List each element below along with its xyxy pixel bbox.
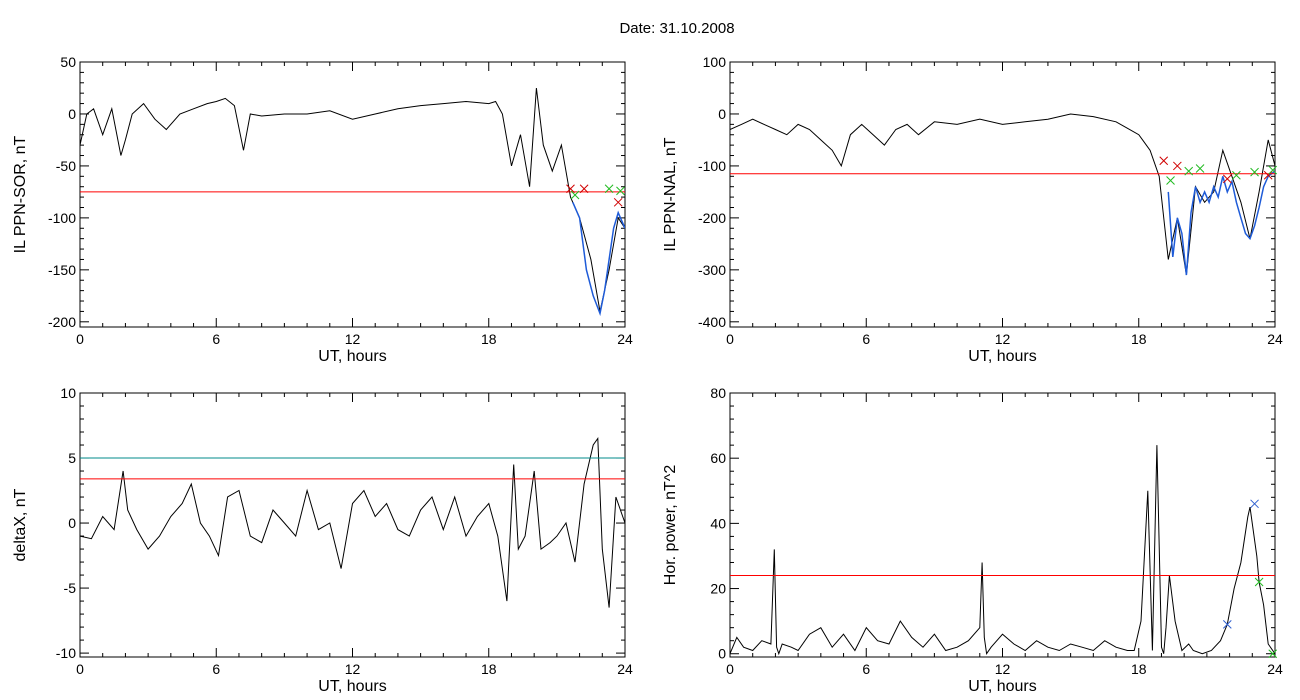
marker-green — [570, 190, 580, 200]
y-axis-label: IL PPN-SOR, nT — [12, 135, 29, 253]
chart-ppn-sor: 0 6 12 18 24 50 0 -50 -100 -150 -200 UT, hours IL PP… — [12, 54, 633, 365]
x-axis-label: UT, hours — [318, 348, 386, 365]
y-axis-label: deltaX, nT — [12, 488, 29, 561]
y-tick-label: 100 — [703, 54, 727, 70]
plot-frame — [729, 61, 1276, 328]
y-tick-label: 0 — [718, 646, 726, 662]
series-line-0 — [80, 437, 625, 608]
series-line-0 — [730, 113, 1275, 276]
x-tick-label: 18 — [1131, 661, 1147, 677]
plot-frame — [79, 392, 626, 658]
y-tick-label: -300 — [698, 262, 726, 278]
y-tick-label: 80 — [710, 385, 726, 401]
y-tick-label: 0 — [68, 106, 76, 122]
x-axis-label: UT, hours — [968, 348, 1036, 365]
highlight-segment-0 — [572, 202, 625, 317]
x-tick-label: 0 — [726, 331, 734, 347]
x-tick-label: 6 — [862, 331, 870, 347]
x-tick-label: 18 — [481, 331, 497, 347]
marker-blue — [1250, 499, 1259, 509]
y-tick-label: -100 — [698, 158, 726, 174]
y-tick-label: -200 — [48, 314, 76, 330]
y-tick-label: -150 — [48, 262, 76, 278]
marker-green — [1166, 176, 1175, 185]
x-axis-label: UT, hours — [318, 678, 386, 695]
x-tick-label: 24 — [617, 661, 633, 677]
x-tick-label: 6 — [212, 661, 220, 677]
y-tick-label: 0 — [68, 515, 76, 531]
marker-red — [613, 197, 623, 207]
marker-blue — [1222, 620, 1232, 629]
x-tick-label: 6 — [212, 331, 220, 347]
series-line-0 — [730, 445, 1275, 656]
x-tick-label: 6 — [862, 661, 870, 677]
y-tick-label: 0 — [718, 106, 726, 122]
x-tick-label: 12 — [345, 331, 361, 347]
y-tick-label: -100 — [48, 210, 76, 226]
y-tick-label: -10 — [56, 645, 76, 661]
marker-green — [1250, 167, 1259, 177]
x-tick-label: 18 — [1131, 331, 1147, 347]
y-tick-label: 20 — [710, 581, 726, 597]
y-tick-label: -200 — [698, 210, 726, 226]
x-tick-label: 24 — [1267, 661, 1283, 677]
chart-hor-power: 0 6 12 18 24 80 60 40 20 0 UT, hours Hor. power, nT… — [662, 385, 1283, 695]
chart-ppn-nal: 0 6 12 18 24 100 0 -100 -200 -300 -400 UT, hours IL … — [662, 54, 1283, 365]
y-tick-label: 40 — [710, 515, 726, 531]
series-line-0 — [80, 87, 625, 312]
y-tick-label: 5 — [68, 450, 76, 466]
marker-red — [566, 184, 575, 194]
marker-red — [1222, 174, 1232, 184]
y-tick-label: -400 — [698, 314, 726, 330]
highlight-segment-0 — [1167, 170, 1275, 276]
marker-red — [579, 184, 589, 194]
x-tick-label: 24 — [617, 331, 633, 347]
marker-green — [1268, 649, 1278, 659]
y-tick-label: -50 — [56, 158, 76, 174]
x-tick-label: 24 — [1267, 331, 1283, 347]
plot-frame — [729, 392, 1276, 658]
x-tick-label: 18 — [481, 661, 497, 677]
marker-red — [1172, 161, 1182, 171]
x-tick-label: 12 — [345, 661, 361, 677]
page-title: Date: 31.10.2008 — [619, 20, 734, 37]
y-axis-label: Hor. power, nT^2 — [662, 465, 679, 586]
y-tick-label: 60 — [710, 450, 726, 466]
y-tick-label: 50 — [60, 54, 76, 70]
chart-deltax: 0 6 12 18 24 10 5 0 -5 -10 UT, hours deltaX, nT — [12, 385, 633, 695]
x-tick-label: 12 — [995, 661, 1011, 677]
marker-green — [1232, 170, 1241, 180]
marker-green — [1195, 164, 1205, 173]
marker-red — [1159, 156, 1169, 166]
y-tick-label: -5 — [64, 580, 77, 596]
x-tick-label: 0 — [76, 661, 84, 677]
marker-green — [1184, 166, 1194, 176]
y-tick-label: 10 — [60, 385, 76, 401]
y-axis-label: IL PPN-NAL, nT — [662, 137, 679, 251]
marker-green — [604, 184, 614, 194]
x-axis-label: UT, hours — [968, 678, 1036, 695]
x-tick-label: 0 — [726, 661, 734, 677]
marker-green — [616, 186, 625, 196]
marker-green — [1268, 165, 1278, 175]
x-tick-label: 12 — [995, 331, 1011, 347]
plot-frame — [79, 61, 626, 328]
x-tick-label: 0 — [76, 331, 84, 347]
marker-green — [1254, 577, 1264, 587]
